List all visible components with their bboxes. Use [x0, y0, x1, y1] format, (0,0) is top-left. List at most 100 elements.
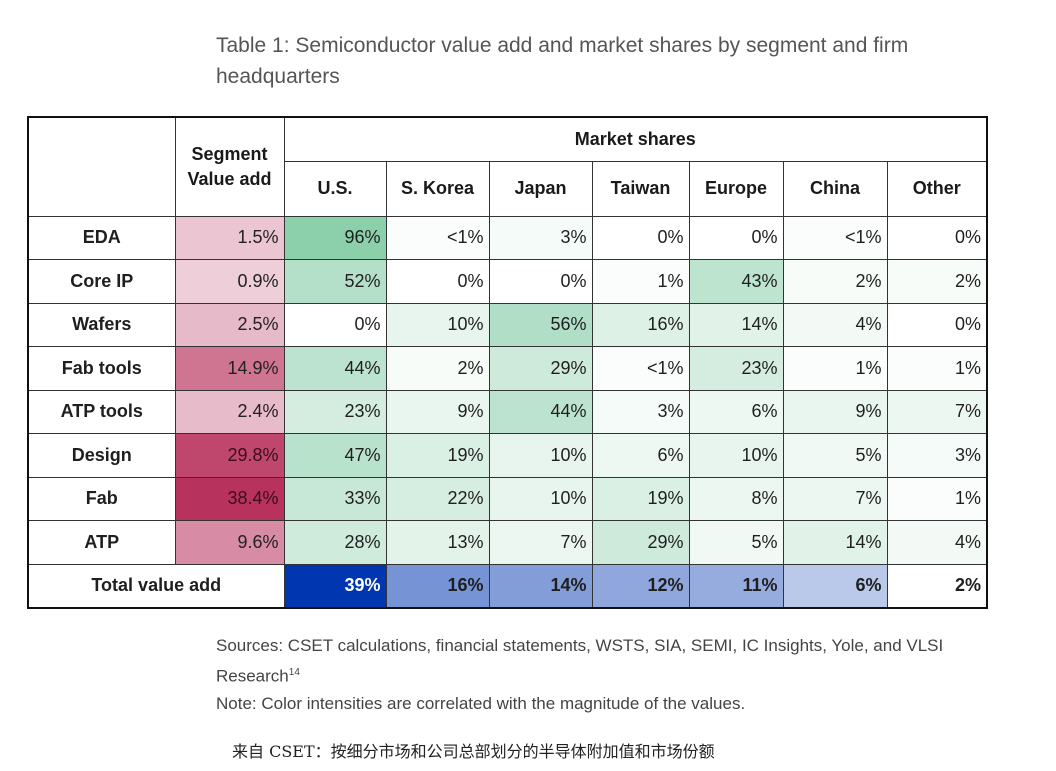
- market-shares-header: Market shares: [283, 116, 988, 162]
- value-add-cell: 1.5%: [174, 215, 285, 260]
- table-row: Core IP 0.9% 52% 0% 0% 1% 43% 2% 2%: [27, 259, 988, 304]
- market-share-cell: 9%: [385, 389, 490, 434]
- color-note: Note: Color intensities are correlated w…: [216, 693, 746, 713]
- region-header: Japan: [488, 160, 593, 217]
- market-share-cell: 4%: [886, 520, 988, 565]
- market-share-cell: 56%: [488, 302, 593, 347]
- market-share-cell: 1%: [886, 346, 988, 391]
- market-share-cell: 5%: [782, 433, 888, 478]
- market-share-cell: 23%: [283, 389, 387, 434]
- table-title: Table 1: Semiconductor value add and mar…: [216, 34, 909, 88]
- total-share-cell: 14%: [488, 563, 593, 608]
- market-share-cell: 0%: [886, 215, 988, 260]
- value-add-cell: 38.4%: [174, 476, 285, 521]
- value-add-cell: 2.4%: [174, 389, 285, 434]
- market-share-cell: <1%: [385, 215, 490, 260]
- market-share-cell: 3%: [886, 433, 988, 478]
- market-share-cell: <1%: [782, 215, 888, 260]
- market-share-cell: 7%: [488, 520, 593, 565]
- market-share-cell: 0%: [886, 302, 988, 347]
- market-share-cell: 3%: [488, 215, 593, 260]
- market-share-cell: 7%: [782, 476, 888, 521]
- table-row: Fab tools 14.9% 44% 2% 29% <1% 23% 1% 1%: [27, 346, 988, 391]
- total-share-cell: 2%: [886, 563, 988, 608]
- market-share-cell: 33%: [283, 476, 387, 521]
- market-share-cell: 6%: [591, 433, 690, 478]
- table-row: EDA 1.5% 96% <1% 3% 0% 0% <1% 0%: [27, 215, 988, 260]
- segment-label: Fab: [27, 476, 176, 521]
- market-share-cell: 3%: [591, 389, 690, 434]
- market-share-cell: 2%: [886, 259, 988, 304]
- market-share-cell: 19%: [385, 433, 490, 478]
- corner-cell: [27, 116, 176, 217]
- market-share-cell: 5%: [688, 520, 784, 565]
- total-share-cell: 6%: [782, 563, 888, 608]
- sources-note: Sources: CSET calculations, financial st…: [216, 632, 976, 717]
- segment-label: ATP tools: [27, 389, 176, 434]
- total-share-cell: 39%: [283, 563, 387, 608]
- market-share-cell: 19%: [591, 476, 690, 521]
- market-share-cell: 10%: [488, 433, 593, 478]
- value-add-cell: 29.8%: [174, 433, 285, 478]
- table-row: Design 29.8% 47% 19% 10% 6% 10% 5% 3%: [27, 433, 988, 478]
- market-share-cell: 52%: [283, 259, 387, 304]
- segment-label: EDA: [27, 215, 176, 260]
- market-share-cell: 0%: [283, 302, 387, 347]
- market-share-cell: 2%: [385, 346, 490, 391]
- market-share-cell: 4%: [782, 302, 888, 347]
- segment-value-add-header: Segment Value add: [174, 116, 285, 217]
- total-label: Total value add: [27, 563, 285, 608]
- market-share-cell: 96%: [283, 215, 387, 260]
- market-share-cell: 10%: [488, 476, 593, 521]
- market-share-cell: 2%: [782, 259, 888, 304]
- market-share-cell: 0%: [385, 259, 490, 304]
- market-share-cell: <1%: [591, 346, 690, 391]
- region-header: U.S.: [283, 160, 387, 217]
- market-share-cell: 47%: [283, 433, 387, 478]
- market-share-cell: 14%: [782, 520, 888, 565]
- market-share-cell: 1%: [591, 259, 690, 304]
- market-share-cell: 6%: [688, 389, 784, 434]
- market-share-cell: 10%: [385, 302, 490, 347]
- total-share-cell: 12%: [591, 563, 690, 608]
- table-row: Fab 38.4% 33% 22% 10% 19% 8% 7% 1%: [27, 476, 988, 521]
- table-row: ATP 9.6% 28% 13% 7% 29% 5% 14% 4%: [27, 520, 988, 565]
- segment-label: Fab tools: [27, 346, 176, 391]
- segment-label: Design: [27, 433, 176, 478]
- market-share-cell: 14%: [688, 302, 784, 347]
- market-share-cell: 29%: [591, 520, 690, 565]
- segment-label: Core IP: [27, 259, 176, 304]
- market-share-cell: 22%: [385, 476, 490, 521]
- market-share-cell: 8%: [688, 476, 784, 521]
- market-share-cell: 0%: [488, 259, 593, 304]
- market-share-cell: 1%: [886, 476, 988, 521]
- value-add-cell: 2.5%: [174, 302, 285, 347]
- value-add-table: Segment Value add Market shares U.S. S. K…: [27, 116, 989, 609]
- market-share-cell: 10%: [688, 433, 784, 478]
- market-share-cell: 16%: [591, 302, 690, 347]
- total-row: Total value add 39% 16% 14% 12% 11% 6% 2%: [27, 563, 988, 608]
- sources-text: Sources: CSET calculations, financial st…: [216, 636, 944, 686]
- table-row: Wafers 2.5% 0% 10% 56% 16% 14% 4% 0%: [27, 302, 988, 347]
- total-share-cell: 16%: [385, 563, 490, 608]
- value-add-cell: 9.6%: [174, 520, 285, 565]
- segment-label: ATP: [27, 520, 176, 565]
- market-share-cell: 23%: [688, 346, 784, 391]
- region-header: Europe: [688, 160, 784, 217]
- market-share-cell: 44%: [283, 346, 387, 391]
- market-share-cell: 28%: [283, 520, 387, 565]
- total-share-cell: 11%: [688, 563, 784, 608]
- market-share-cell: 44%: [488, 389, 593, 434]
- market-share-cell: 0%: [688, 215, 784, 260]
- region-header: Taiwan: [591, 160, 690, 217]
- market-share-cell: 9%: [782, 389, 888, 434]
- market-share-cell: 7%: [886, 389, 988, 434]
- sources-footnote-ref: 14: [288, 667, 300, 678]
- chinese-caption: 来自 CSET：按细分市场和公司总部划分的半导体附加值和市场份额: [232, 742, 715, 761]
- value-add-cell: 0.9%: [174, 259, 285, 304]
- region-header: S. Korea: [385, 160, 490, 217]
- region-header: China: [782, 160, 888, 217]
- market-share-cell: 1%: [782, 346, 888, 391]
- segment-label: Wafers: [27, 302, 176, 347]
- region-header: Other: [886, 160, 988, 217]
